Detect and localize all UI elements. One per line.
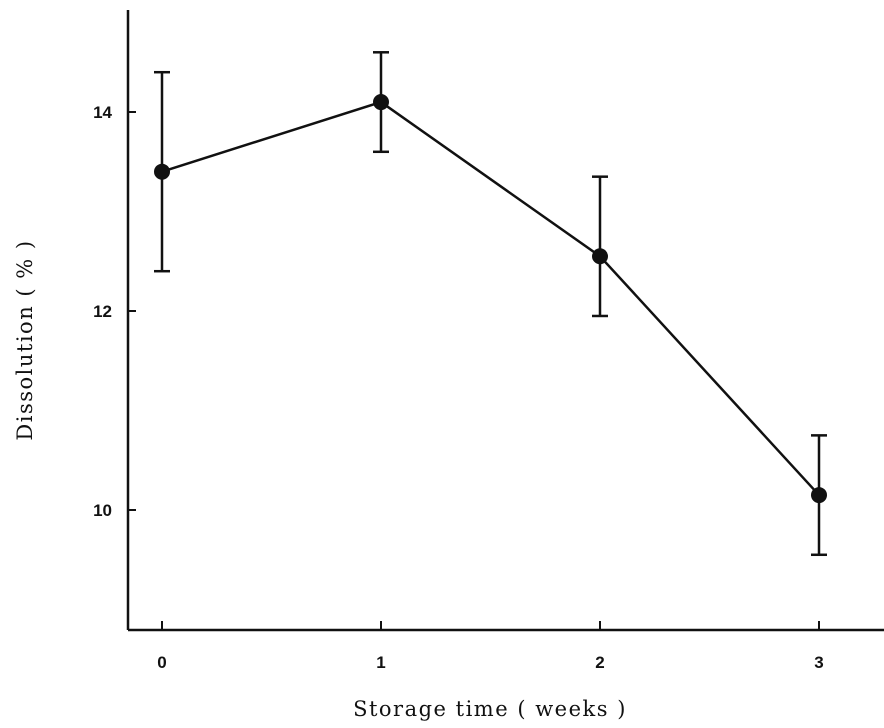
data-point <box>811 487 827 504</box>
series-line <box>161 100 820 496</box>
y-ticks: 10 12 14 <box>93 103 136 520</box>
data-point <box>592 248 608 265</box>
x-tick-label: 1 <box>376 653 385 672</box>
y-axis-title: Dissolution ( % ) <box>13 239 37 440</box>
data-point <box>373 94 389 111</box>
x-ticks: 0 1 2 3 <box>157 621 824 672</box>
x-tick-label: 3 <box>814 653 823 672</box>
axes <box>126 10 884 632</box>
y-tick-label: 14 <box>93 103 112 122</box>
x-axis-title: Storage time ( weeks ) <box>353 697 627 721</box>
x-tick-label: 2 <box>595 653 604 672</box>
series-layer <box>154 51 827 557</box>
y-tick-label: 12 <box>93 302 112 321</box>
data-point <box>154 163 170 180</box>
x-tick-label: 0 <box>157 653 166 672</box>
y-tick-label: 10 <box>93 501 112 520</box>
